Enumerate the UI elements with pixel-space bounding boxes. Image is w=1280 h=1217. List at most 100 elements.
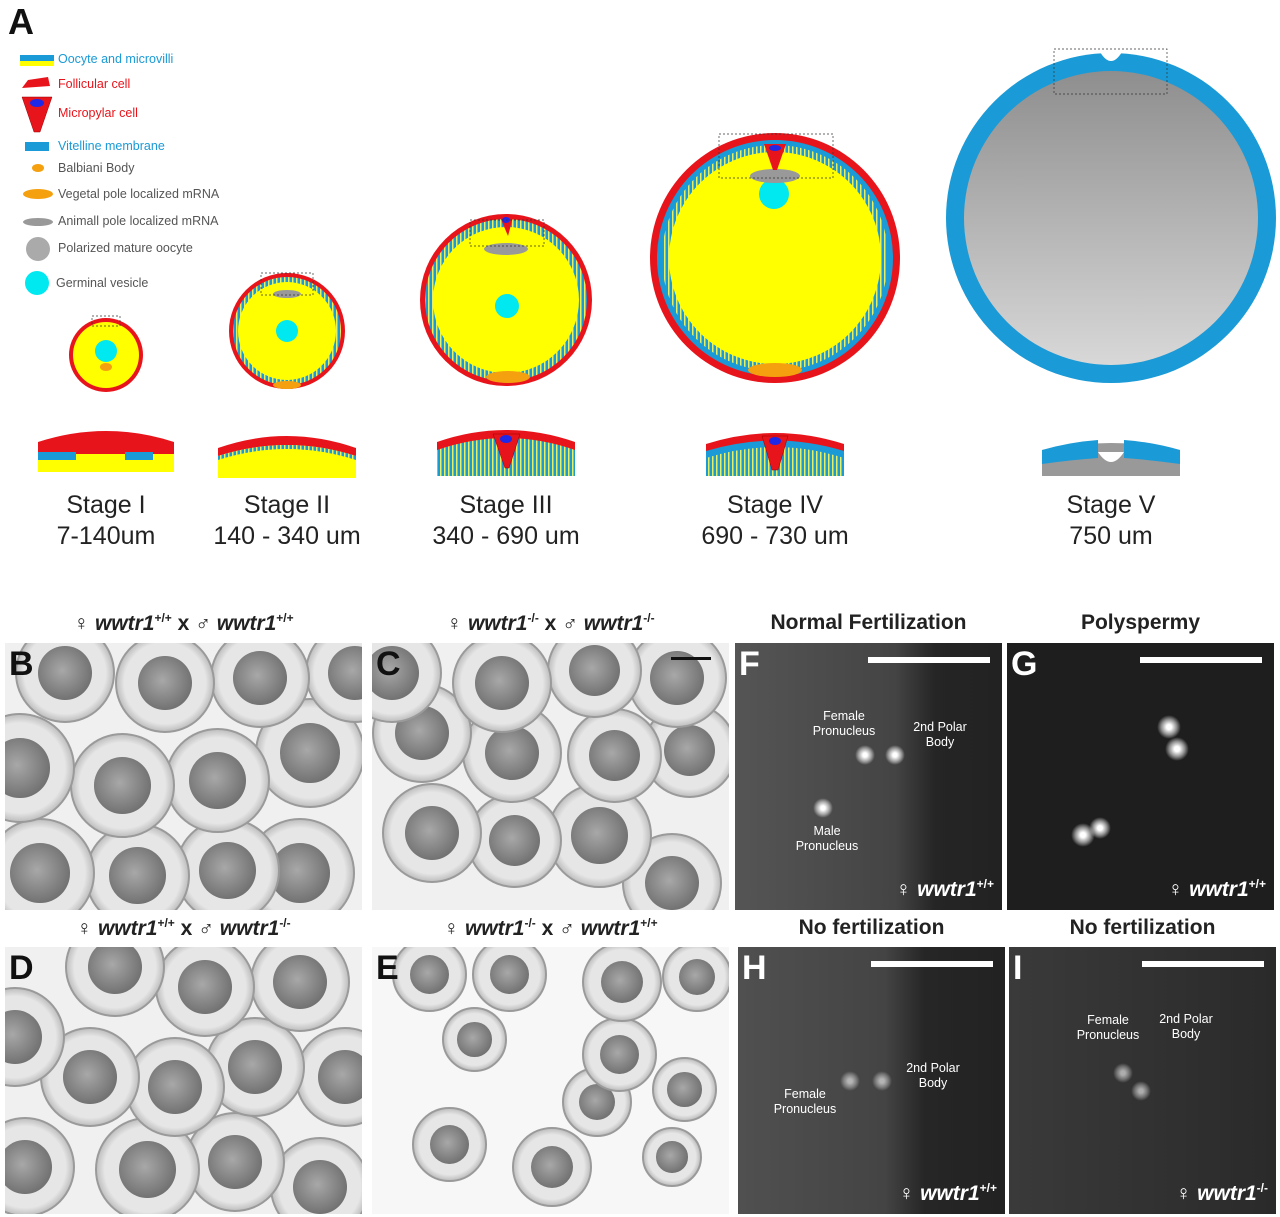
embryo (165, 728, 270, 833)
stage-5-label: Stage V 750 um (1001, 490, 1221, 552)
embryo (382, 783, 482, 883)
stage-2-oocyte (229, 272, 345, 389)
legend-label: Germinal vesicle (56, 276, 149, 290)
embryo (392, 947, 467, 1012)
scale-bar (671, 657, 711, 660)
genotype-label: ♀ wwtr1+/+ (1167, 877, 1266, 901)
genotype-label: ♀ wwtr1+/+ (895, 877, 994, 901)
scale-bar (871, 961, 993, 967)
embryo (442, 1007, 507, 1072)
embryo (582, 1017, 657, 1092)
stage-5-oocyte (946, 48, 1276, 383)
oocyte-stages-diagram (38, 48, 1276, 478)
genotype-label: ♀ wwtr1+/+ (898, 1181, 997, 1205)
panel-letter: F (739, 645, 760, 683)
panel-letter: E (376, 949, 399, 987)
cross-header-c: ♀ wwtr1-/- x ♂ wwtr1-/- (446, 611, 655, 635)
embryo-photo-d: D (5, 947, 362, 1214)
stage-name: Stage V (1066, 491, 1156, 519)
stage-3-oocyte (420, 214, 592, 386)
embryo (472, 947, 547, 1012)
panel-letter: I (1013, 949, 1023, 987)
scale-bar (1142, 961, 1264, 967)
legend-label: Vitelline membrane (58, 139, 165, 153)
stage-size: 340 - 690 um (432, 522, 580, 550)
embryo (65, 947, 165, 1017)
legend-label: Oocyte and microvilli (58, 52, 174, 66)
stage-name: Stage II (243, 491, 331, 519)
panel-a-letter: A (8, 1, 34, 42)
embryo (5, 1117, 75, 1214)
stage-size: 750 um (1069, 522, 1153, 550)
title-h: No fertilization (798, 916, 945, 939)
annotation: 2nd Polar Body (906, 1061, 960, 1090)
embryo (210, 643, 310, 728)
stage-name: Stage III (459, 491, 553, 519)
panel-letter: D (9, 949, 34, 987)
stage-insets (38, 430, 1180, 478)
cross-header-d: ♀ wwtr1+/+ x ♂ wwtr1-/- (76, 916, 291, 940)
annotation: Male Pronucleus (795, 824, 859, 853)
embryo (175, 818, 280, 910)
stage-name: Stage IV (727, 491, 823, 519)
embryo (125, 1037, 225, 1137)
legend-label: Animall pole localized mRNA (58, 214, 219, 228)
stage-size: 140 - 340 um (213, 522, 361, 550)
embryo (70, 733, 175, 838)
fluorescence-panel-f: F Female Pronucleus 2nd Polar Body Male … (735, 643, 1002, 910)
embryo (115, 643, 215, 733)
legend-swatches (20, 55, 54, 295)
embryo-photo-e: E (372, 947, 729, 1214)
embryo-photo-b: B (5, 643, 362, 910)
embryo (85, 823, 190, 910)
stage-size: 7-140um (56, 522, 156, 550)
panel-letter: H (742, 949, 767, 987)
stage-2-label: Stage II 140 - 340 um (177, 490, 397, 552)
embryo (15, 643, 115, 723)
embryo-photo-c: C (372, 643, 729, 910)
legend-label: Vegetal pole localized mRNA (58, 187, 220, 201)
scale-bar (1140, 657, 1262, 663)
embryo (5, 987, 65, 1087)
embryo (5, 818, 95, 910)
fluorescence-panel-i: I Female Pronucleus 2nd Polar Body ♀ wwt… (1009, 947, 1276, 1214)
annotation: Female Pronucleus (1076, 1013, 1140, 1042)
panel-letter: C (376, 645, 401, 683)
legend-label: Micropylar cell (58, 106, 138, 120)
legend-label: Polarized mature oocyte (58, 241, 193, 255)
fluorescence-panel-g: G ♀ wwtr1+/+ (1007, 643, 1274, 910)
annotation: 2nd Polar Body (1159, 1012, 1213, 1041)
legend-label: Balbiani Body (58, 161, 135, 175)
stage-3-label: Stage III 340 - 690 um (396, 490, 616, 552)
embryo (567, 708, 662, 803)
embryo (642, 1127, 702, 1187)
title-i: No fertilization (1069, 916, 1216, 939)
panel-letter: G (1011, 645, 1038, 683)
legend-label: Follicular cell (58, 77, 131, 91)
annotation: Female Pronucleus (773, 1087, 837, 1116)
panel-letter: B (9, 645, 34, 683)
embryo (662, 947, 729, 1012)
title-f: Normal Fertilization (770, 611, 967, 634)
embryo (250, 947, 350, 1032)
embryo (295, 1027, 362, 1127)
cross-header-e: ♀ wwtr1-/- x ♂ wwtr1+/+ (443, 916, 658, 940)
stage-4-oocyte (650, 133, 900, 383)
embryo (452, 643, 552, 733)
genotype-label: ♀ wwtr1-/- (1175, 1181, 1268, 1205)
embryo (412, 1107, 487, 1182)
stage-size: 690 - 730 um (701, 522, 849, 550)
embryo (270, 1137, 362, 1214)
embryo (547, 643, 642, 718)
embryo (627, 643, 727, 728)
cross-header-b: ♀ wwtr1+/+ x ♂ wwtr1+/+ (73, 611, 294, 635)
title-g: Polyspermy (1080, 611, 1201, 634)
embryo (512, 1127, 592, 1207)
stage-1-label: Stage I 7-140um (0, 490, 216, 552)
embryo (5, 713, 75, 823)
stage-4-label: Stage IV 690 - 730 um (665, 490, 885, 552)
embryo (652, 1057, 717, 1122)
annotation: 2nd Polar Body (913, 720, 967, 749)
fluorescence-panel-h: H 2nd Polar Body Female Pronucleus ♀ wwt… (738, 947, 1005, 1214)
stage-name: Stage I (66, 491, 146, 519)
